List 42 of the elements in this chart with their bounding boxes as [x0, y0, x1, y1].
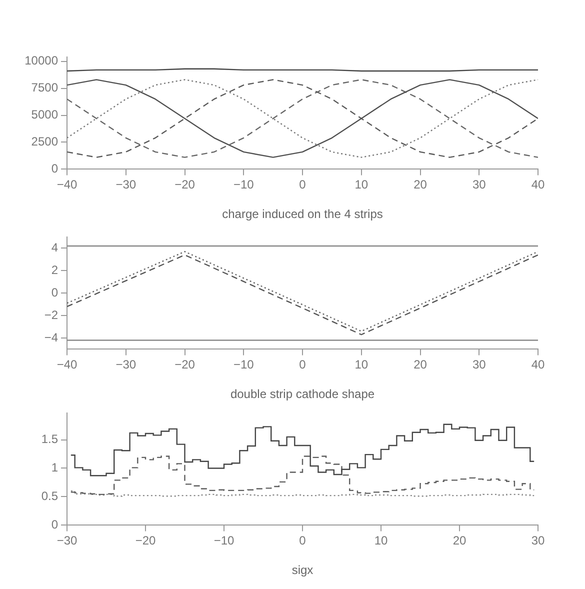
x-tick-label: 0	[299, 178, 306, 192]
x-axis-title: double strip cathode shape	[230, 387, 375, 402]
x-axis-title: sigx	[292, 563, 314, 578]
y-tick-label: 5000	[31, 108, 58, 122]
x-tick-label: 0	[299, 534, 306, 548]
y-tick-label: −2	[44, 308, 58, 322]
x-tick-label: 20	[414, 178, 428, 192]
y-tick-label: −4	[44, 330, 58, 344]
x-tick-label: −30	[116, 178, 136, 192]
x-tick-label: −30	[56, 534, 78, 548]
x-tick-label: −20	[135, 534, 156, 548]
x-tick-label: 40	[531, 178, 545, 192]
y-tick-label: 1.5	[41, 432, 58, 446]
y-tick-label: 1	[51, 460, 58, 475]
x-tick-label: −10	[233, 178, 254, 192]
y-tick-label: 0	[51, 285, 58, 300]
x-tick-label: −10	[214, 534, 234, 548]
x-tick-label: −30	[116, 358, 136, 372]
x-tick-label: 20	[414, 358, 428, 372]
y-tick-label: 4	[51, 240, 58, 255]
x-tick-label: 30	[531, 534, 545, 548]
y-tick-label: 0.5	[41, 489, 58, 504]
x-tick-label: 20	[452, 534, 466, 548]
x-tick-label: 0	[299, 358, 306, 372]
x-tick-label: −40	[56, 178, 78, 192]
x-tick-label: −20	[174, 358, 196, 372]
y-tick-label: 10000	[24, 54, 58, 68]
y-tick-label: 7500	[31, 80, 58, 95]
x-tick-label: 10	[374, 534, 388, 548]
x-tick-label: 30	[472, 358, 486, 372]
x-tick-label: 40	[531, 358, 545, 372]
x-axis-title: charge induced on the 4 strips	[222, 207, 383, 222]
x-tick-label: 30	[472, 178, 486, 192]
x-tick-label: −20	[174, 178, 196, 192]
y-tick-label: 0	[51, 518, 58, 532]
x-tick-label: −10	[233, 358, 254, 372]
y-tick-label: 2	[51, 262, 58, 277]
x-tick-label: 10	[354, 358, 368, 372]
x-tick-label: 10	[354, 178, 368, 192]
x-tick-label: −40	[56, 358, 78, 372]
y-tick-label: 2500	[31, 134, 58, 149]
y-tick-label: 0	[51, 162, 58, 176]
